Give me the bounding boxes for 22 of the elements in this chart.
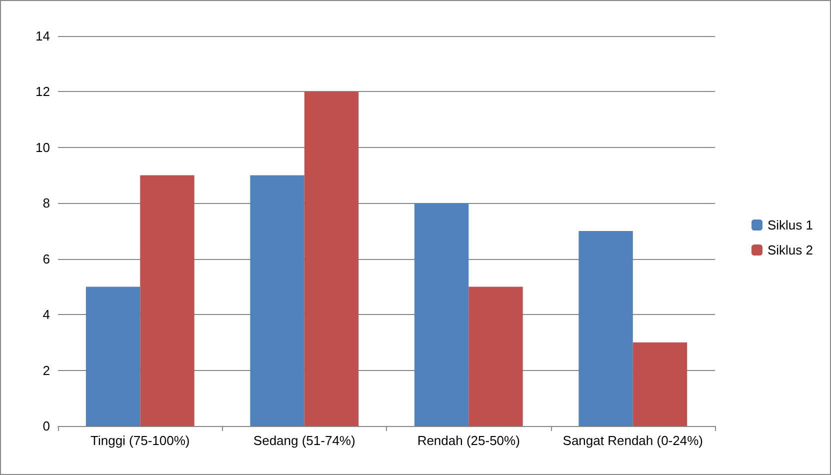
y-tick-label: 14 [36, 28, 50, 44]
bar [250, 175, 304, 426]
bar [632, 342, 688, 426]
bar [578, 231, 633, 426]
y-tick-label: 12 [36, 84, 50, 100]
bar [468, 286, 523, 426]
x-tick-label: Sangat Rendah (0-24%) [562, 433, 703, 448]
bar [304, 92, 359, 426]
y-tick-label: 0 [42, 418, 50, 434]
x-tick-label: Sedang (51-74%) [253, 433, 356, 448]
y-tick-label: 6 [42, 251, 50, 266]
y-tick-label: 8 [42, 196, 50, 211]
x-tick-label: Rendah (25-50%) [417, 433, 520, 448]
y-tick-label: 10 [36, 140, 50, 155]
x-tick-label: Tinggi (75-100%) [90, 433, 190, 448]
y-tick-label: 2 [42, 362, 50, 378]
bar [414, 203, 469, 426]
legend-label: Siklus 1 [767, 218, 814, 232]
y-tick-label: 4 [42, 307, 50, 322]
bar [140, 175, 194, 426]
bar [86, 286, 140, 426]
legend-label: Siklus 2 [767, 242, 814, 258]
